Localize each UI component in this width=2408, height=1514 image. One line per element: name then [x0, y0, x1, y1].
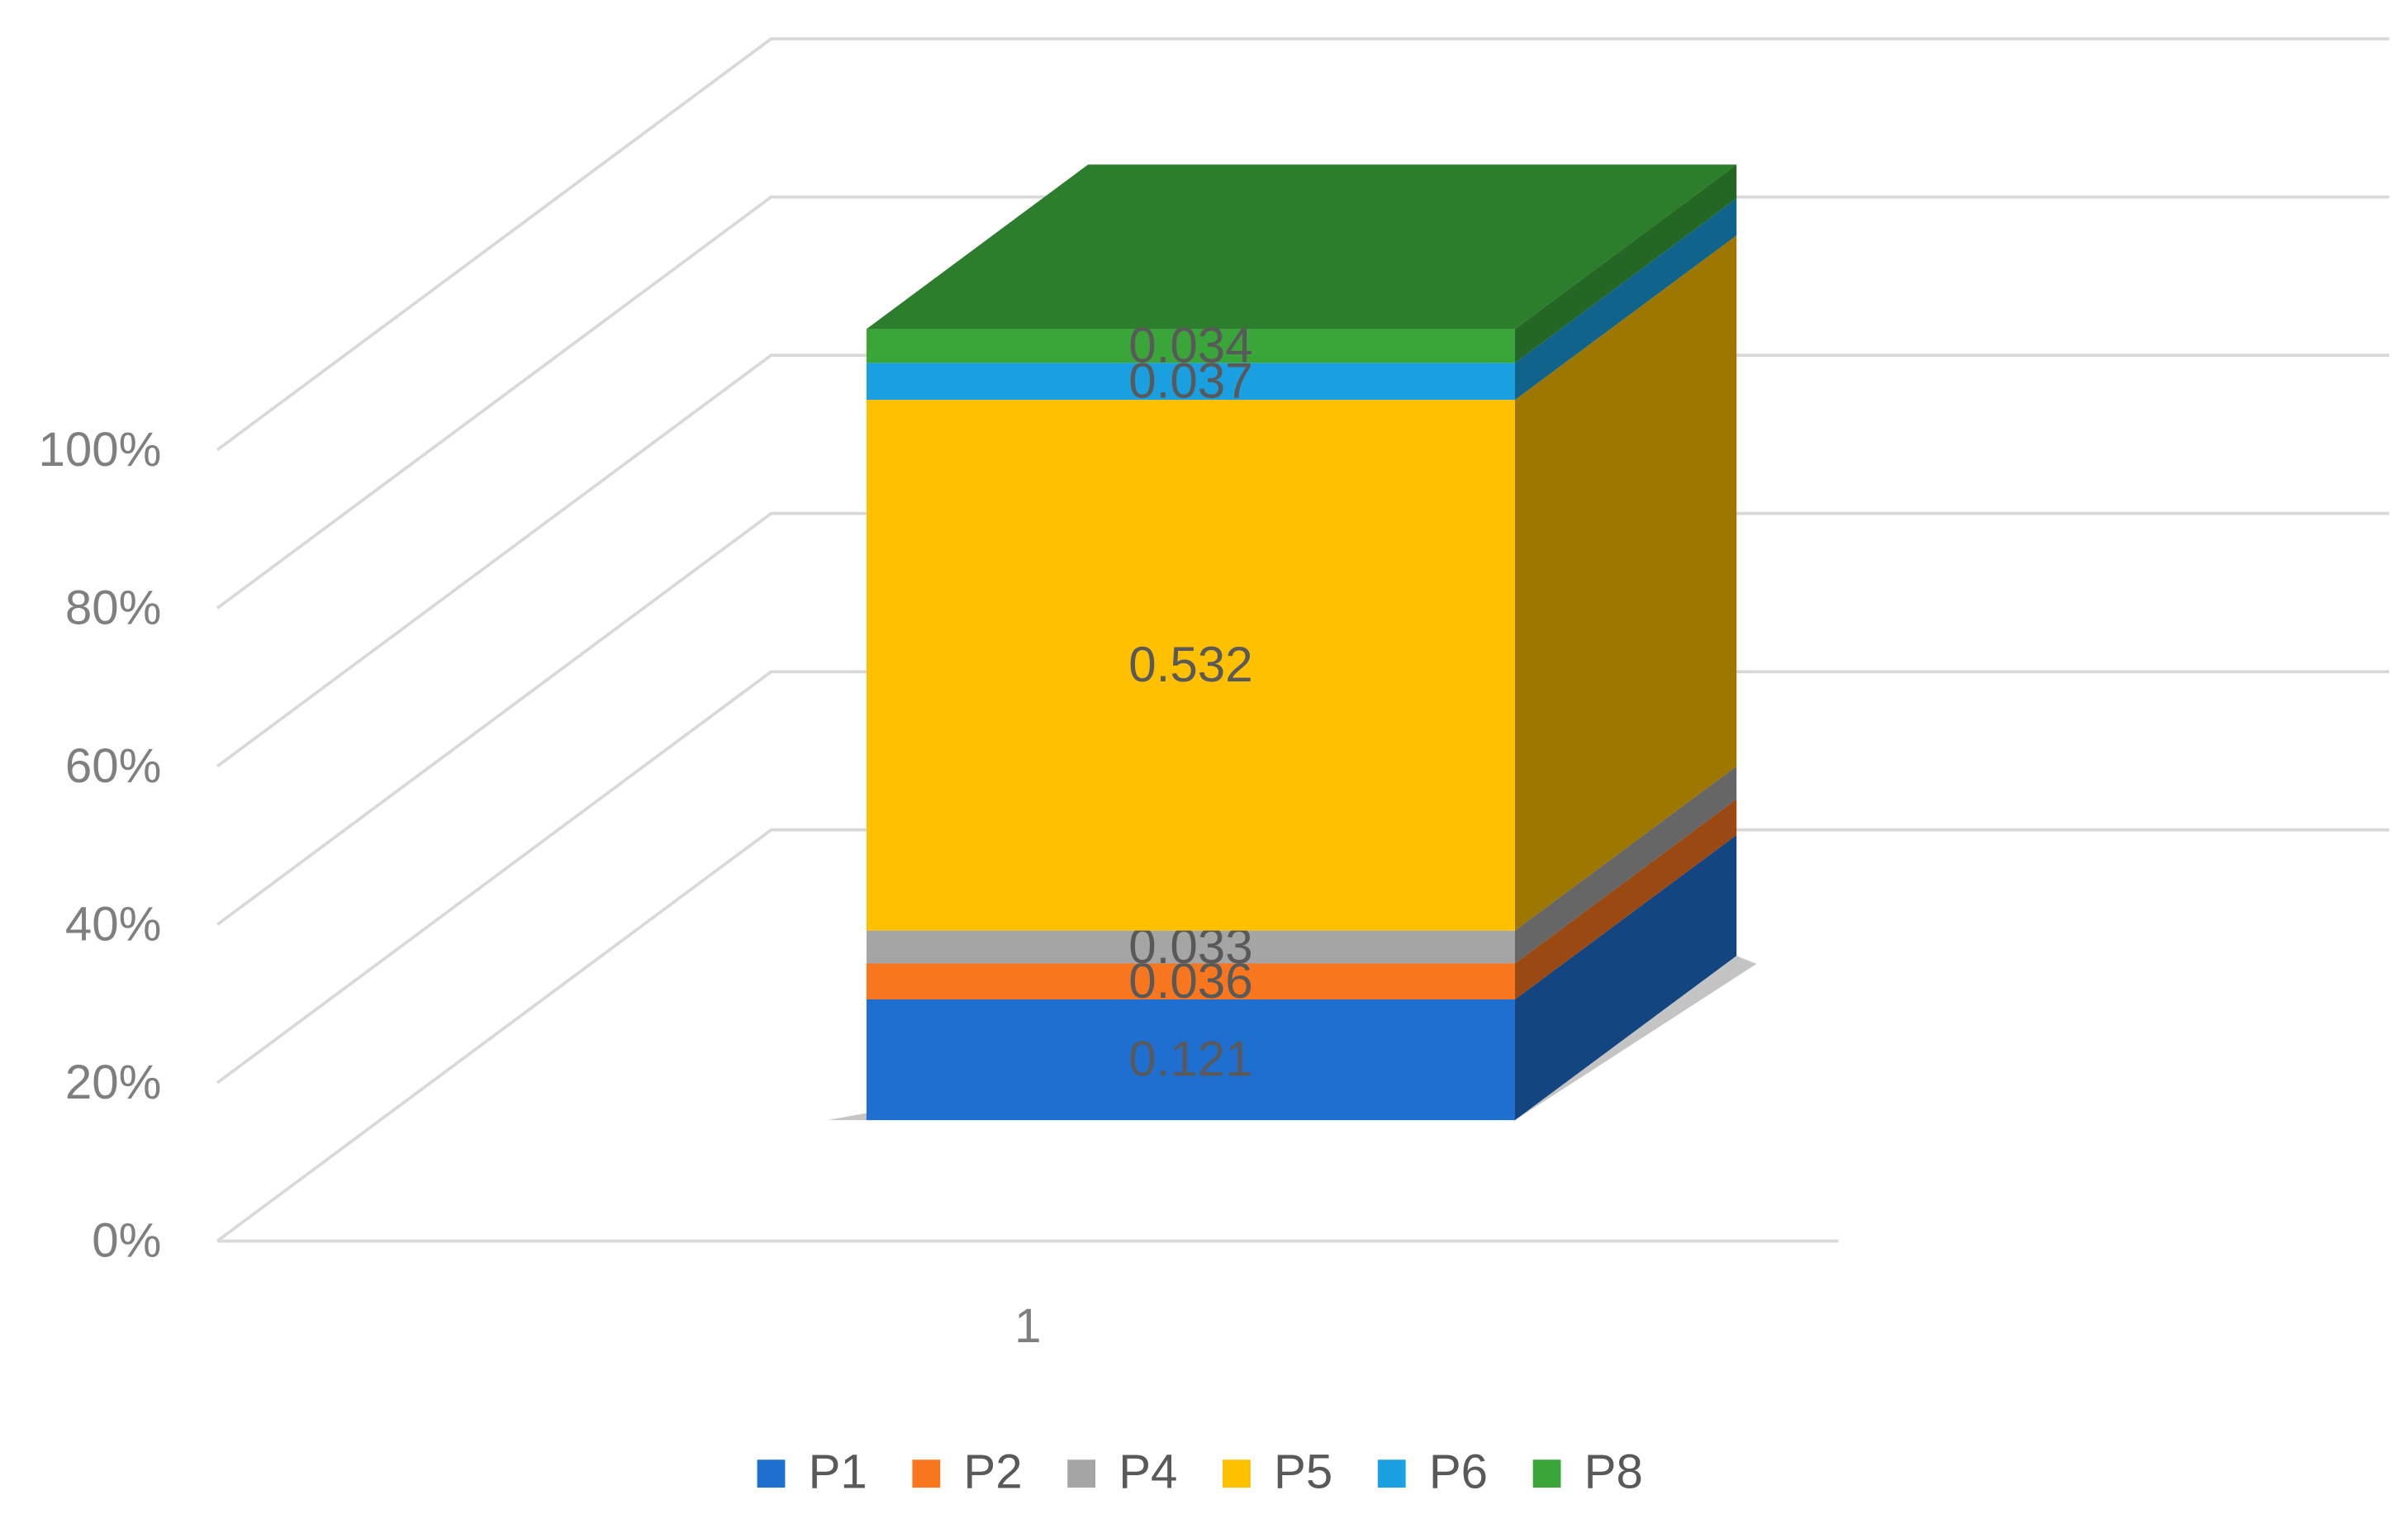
y-tick-label: 80%: [65, 581, 162, 634]
grid-line: [216, 511, 2390, 926]
legend-swatch: [1377, 1459, 1406, 1488]
bar-segment: [866, 999, 1515, 1121]
bar-side: [1514, 235, 1737, 931]
bar-segment: [866, 963, 1515, 999]
bar-segment: [866, 930, 1515, 964]
bar-side: [1514, 766, 1737, 964]
grid-line: [216, 670, 2390, 1084]
legend-label: P6: [1429, 1445, 1488, 1498]
bar-segment: [866, 363, 1515, 401]
data-label: 0.532: [1128, 637, 1252, 692]
bar-top: [866, 164, 1737, 330]
legend-swatch: [1223, 1459, 1251, 1488]
legend-swatch: [1067, 1459, 1096, 1488]
legend-swatch: [1532, 1459, 1561, 1488]
grid-line: [216, 354, 2390, 768]
bar-side: [1514, 164, 1737, 363]
y-tick-label: 100%: [39, 423, 162, 477]
legend-swatch: [912, 1459, 941, 1488]
y-tick-label: 40%: [65, 897, 162, 951]
legend-label: P4: [1119, 1445, 1177, 1498]
legend-label: P2: [963, 1445, 1022, 1498]
bar-side: [1514, 198, 1737, 401]
bar-side: [1514, 799, 1737, 999]
x-tick-label: 1: [1014, 1299, 1041, 1353]
grid-line: [216, 37, 2390, 452]
bar-segment: [866, 400, 1515, 931]
y-tick-label: 0%: [92, 1214, 161, 1268]
legend-label: P1: [809, 1445, 867, 1498]
legend-swatch: [757, 1459, 786, 1488]
y-tick-label: 60%: [65, 739, 162, 793]
grid-line: [216, 828, 2390, 1242]
bar-segment: [866, 329, 1515, 363]
legend-label: P5: [1274, 1445, 1332, 1498]
y-tick-label: 20%: [65, 1056, 162, 1109]
data-label: 0.121: [1128, 1032, 1252, 1087]
legend-label: P8: [1584, 1445, 1643, 1498]
bar-side: [1514, 834, 1737, 1121]
data-label: 0.034: [1128, 317, 1252, 373]
grid-line: [216, 195, 2390, 610]
